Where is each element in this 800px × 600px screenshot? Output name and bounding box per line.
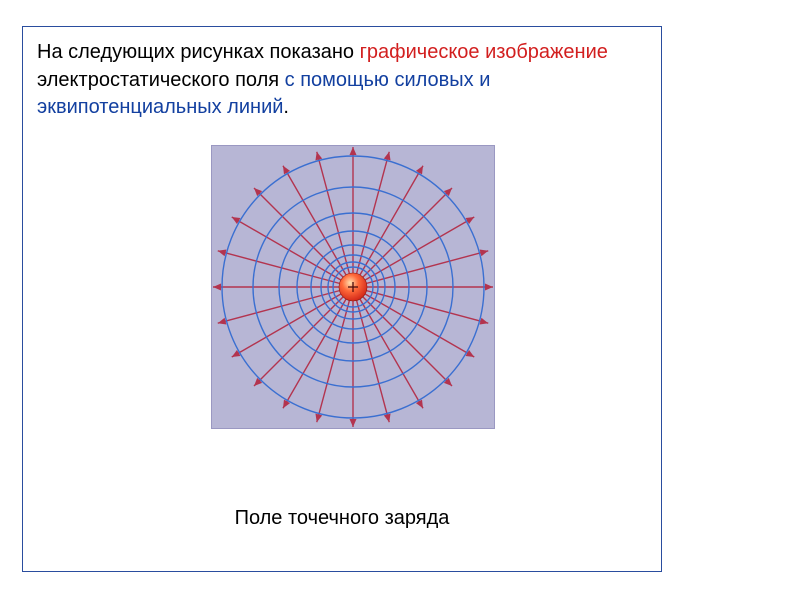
- field-diagram: [211, 145, 495, 429]
- text-seg-1: На следующих рисунках показано: [37, 41, 360, 63]
- slide-frame: На следующих рисунках показано графическ…: [22, 26, 662, 572]
- description-paragraph: На следующих рисунках показано графическ…: [37, 39, 647, 122]
- text-seg-5: .: [283, 96, 289, 118]
- diagram-caption: Поле точечного заряда: [23, 507, 661, 530]
- text-seg-2-red: графическое изображение: [360, 41, 608, 63]
- field-diagram-svg: [212, 146, 494, 428]
- text-seg-3: электростатического поля: [37, 69, 285, 91]
